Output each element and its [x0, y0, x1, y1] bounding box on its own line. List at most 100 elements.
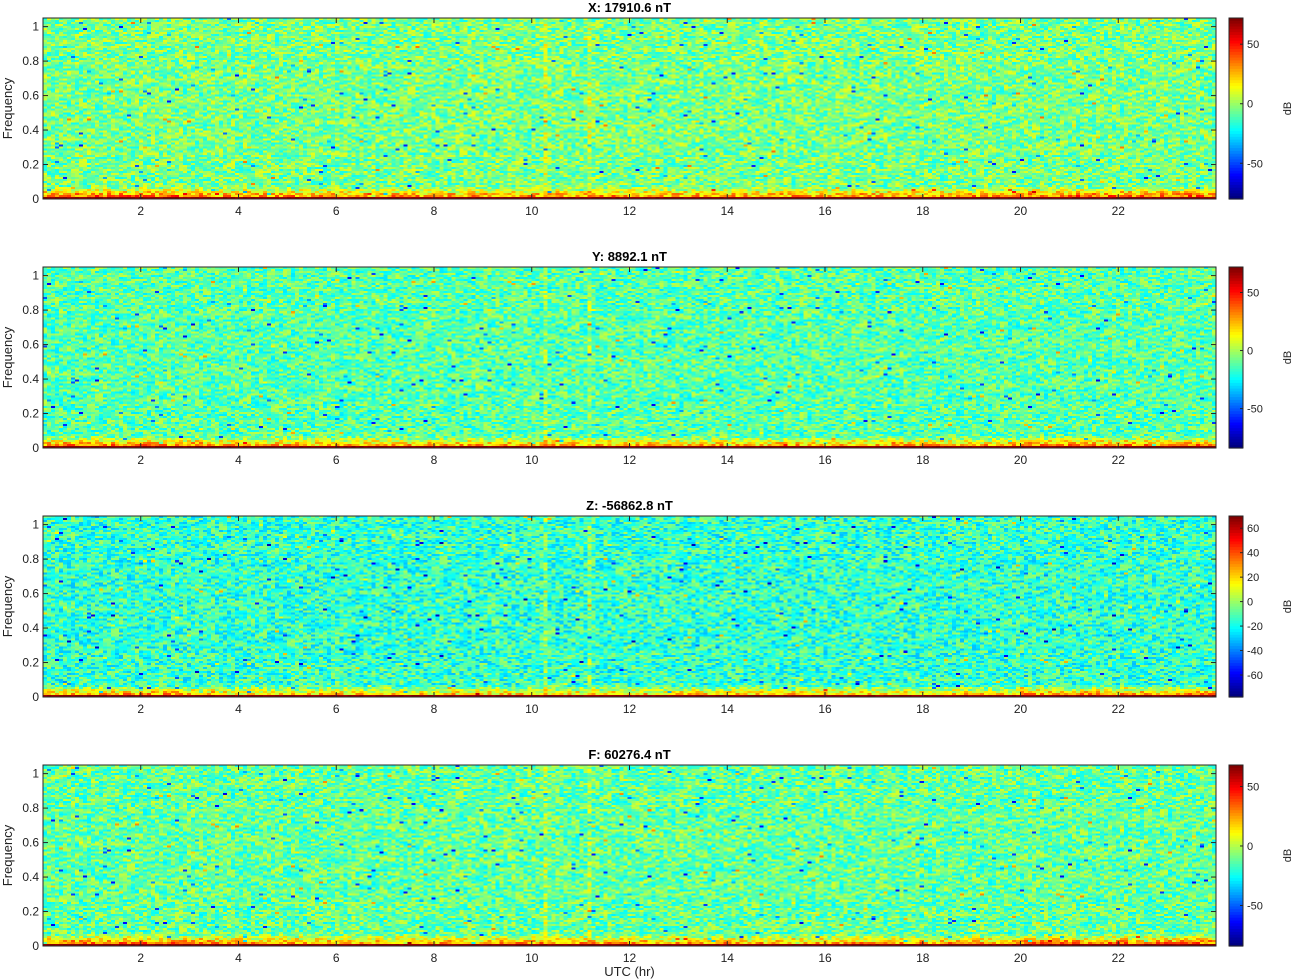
x-tick-label: 6: [333, 951, 340, 965]
colorbar-swatch: [1229, 796, 1243, 800]
colorbar-swatch: [1229, 100, 1243, 104]
colorbar-swatch: [1229, 889, 1243, 893]
x-tick-label: 10: [525, 702, 539, 716]
colorbar-swatch: [1229, 108, 1243, 112]
colorbar-swatch: [1229, 606, 1243, 610]
x-tick-label: 8: [431, 951, 438, 965]
colorbar-swatch: [1229, 923, 1243, 927]
colorbar-swatch: [1229, 57, 1243, 62]
colorbar-swatch: [1229, 281, 1243, 285]
colorbar: 50 0 -50 dB: [1228, 764, 1294, 947]
colorbar-swatch: [1229, 26, 1243, 30]
colorbar-swatch: [1229, 402, 1243, 407]
y-tick-label: 0.2: [22, 407, 39, 421]
colorbar-swatch: [1229, 391, 1243, 395]
colorbar-tick-label: 0: [1247, 99, 1253, 111]
colorbar-swatch: [1229, 849, 1243, 854]
colorbar-swatch: [1229, 298, 1243, 302]
colorbar-swatch: [1229, 349, 1243, 353]
y-tick-label: 0.6: [22, 836, 39, 850]
colorbar-label: dB: [1282, 849, 1294, 862]
y-tick-label: 0.8: [22, 552, 39, 566]
colorbar-swatch: [1229, 657, 1243, 661]
colorbar-swatch: [1229, 153, 1243, 158]
x-tick-label: 6: [333, 453, 340, 467]
colorbar-frame: [1228, 266, 1244, 449]
colorbar-swatch: [1229, 863, 1243, 868]
y-tick-label: 0.2: [22, 158, 39, 172]
colorbar-swatch: [1229, 781, 1243, 786]
colorbar-swatch: [1229, 445, 1243, 449]
colorbar-swatch: [1229, 380, 1243, 384]
colorbar-swatch: [1229, 54, 1243, 59]
colorbar-tick-label: 0: [1247, 597, 1253, 609]
colorbar-swatch: [1229, 337, 1243, 342]
colorbar-swatch: [1229, 691, 1243, 695]
colorbar-swatch: [1229, 592, 1243, 596]
colorbar-tick-label: 60: [1247, 523, 1259, 535]
colorbar-swatch: [1229, 142, 1243, 146]
colorbar-swatch: [1229, 793, 1243, 797]
x-tick-label: 2: [137, 702, 144, 716]
colorbar-swatch: [1229, 278, 1243, 282]
colorbar-swatch: [1229, 694, 1243, 698]
x-tick-label: 22: [1112, 453, 1126, 467]
colorbar-swatch: [1229, 575, 1243, 579]
spectrogram-image: [43, 18, 1216, 199]
y-tick-label: 1: [32, 767, 39, 781]
colorbar-swatch: [1229, 23, 1243, 28]
colorbar-swatch: [1229, 682, 1243, 687]
colorbar-tick-label: -50: [1247, 158, 1263, 170]
colorbar-swatch: [1229, 119, 1243, 124]
colorbar-swatch: [1229, 300, 1243, 305]
colorbar-swatch: [1229, 595, 1243, 599]
y-tick-label: 0.8: [22, 801, 39, 815]
colorbar-swatch: [1229, 810, 1243, 814]
colorbar-swatch: [1229, 643, 1243, 647]
colorbar-swatch: [1229, 365, 1243, 370]
colorbar-swatch: [1229, 920, 1243, 924]
colorbar-swatch: [1229, 561, 1243, 565]
colorbar-swatch: [1229, 564, 1243, 568]
x-tick-label: 18: [916, 951, 930, 965]
colorbar-swatch: [1229, 351, 1243, 356]
colorbar-swatch: [1229, 770, 1243, 775]
y-tick-label: 0.4: [22, 870, 39, 884]
x-tick-label: 8: [431, 702, 438, 716]
colorbar-swatch: [1229, 439, 1243, 443]
colorbar-swatch: [1229, 804, 1243, 809]
colorbar-swatch: [1229, 397, 1243, 401]
colorbar-swatch: [1229, 312, 1243, 316]
colorbar-swatch: [1229, 399, 1243, 404]
y-axis-label: Frequency: [0, 326, 15, 388]
colorbar-swatch: [1229, 555, 1243, 560]
colorbar-swatch: [1229, 43, 1243, 47]
x-tick-label: 4: [235, 951, 242, 965]
y-axis-label: Frequency: [0, 824, 15, 886]
colorbar-swatch: [1229, 360, 1243, 364]
colorbar-swatch: [1229, 20, 1243, 25]
panel-title: X: 17910.6 nT: [588, 0, 671, 15]
colorbar-swatch: [1229, 292, 1243, 296]
colorbar-swatch: [1229, 906, 1243, 910]
spectrogram-panel-3: Z: -56862.8 nT2 4 6 8 10 12 14 16 18 20 2200.20.40…: [0, 498, 1294, 716]
colorbar-frame: [1228, 17, 1244, 200]
colorbar-swatch: [1229, 934, 1243, 939]
x-tick-label: 10: [525, 951, 539, 965]
colorbar-swatch: [1229, 858, 1243, 862]
colorbar-swatch: [1229, 660, 1243, 664]
y-tick-label: 1: [32, 20, 39, 34]
colorbar-swatch: [1229, 583, 1243, 588]
colorbar-swatch: [1229, 29, 1243, 33]
y-tick-label: 0.4: [22, 123, 39, 137]
colorbar-swatch: [1229, 269, 1243, 274]
colorbar-swatch: [1229, 617, 1243, 622]
colorbar-swatch: [1229, 411, 1243, 415]
colorbar-swatch: [1229, 790, 1243, 794]
colorbar-swatch: [1229, 518, 1243, 523]
colorbar-swatch: [1229, 818, 1243, 823]
colorbar-swatch: [1229, 136, 1243, 141]
colorbar-swatch: [1229, 674, 1243, 678]
colorbar-swatch: [1229, 51, 1243, 56]
colorbar-swatch: [1229, 688, 1243, 692]
